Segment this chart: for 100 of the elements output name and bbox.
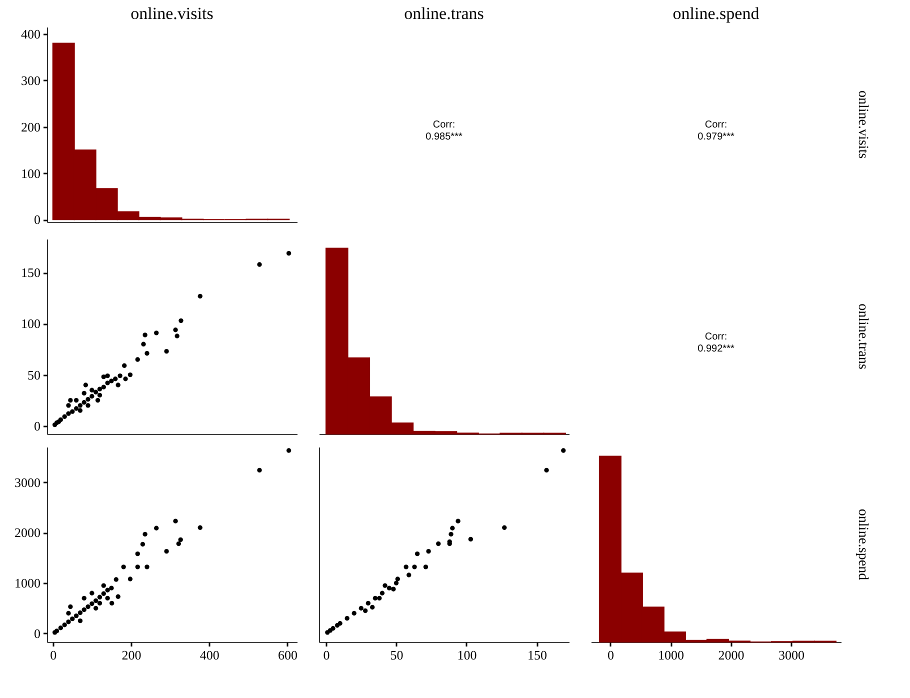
y-tick-label: 0 — [34, 212, 40, 228]
point — [140, 542, 146, 547]
point — [363, 608, 368, 614]
point — [74, 613, 79, 618]
text: online.visits — [855, 90, 870, 159]
point — [135, 357, 140, 362]
point — [105, 596, 110, 601]
x-tick-label: 3000 — [778, 648, 804, 662]
point — [97, 392, 102, 398]
point — [178, 537, 183, 542]
point — [82, 400, 86, 405]
x-tick-label: 1000 — [658, 648, 684, 662]
point — [109, 378, 114, 384]
point — [66, 620, 71, 624]
point — [101, 374, 106, 380]
point — [257, 468, 262, 473]
point — [70, 616, 75, 622]
point — [113, 376, 118, 382]
y2-axis-title: online.spend — [855, 508, 870, 580]
point — [370, 604, 375, 610]
point — [128, 576, 133, 582]
point — [164, 348, 169, 354]
point — [70, 409, 75, 414]
point — [142, 532, 148, 537]
point — [90, 394, 94, 399]
point — [391, 586, 396, 592]
point — [97, 600, 102, 606]
x-tick-label: 0 — [608, 648, 614, 662]
point — [114, 577, 118, 582]
point — [78, 610, 83, 616]
point — [82, 607, 86, 612]
point — [144, 351, 150, 356]
point — [198, 525, 202, 530]
x-tick-label: 100 — [457, 648, 477, 662]
x-tick-label: 2000 — [718, 648, 744, 662]
point — [68, 398, 73, 403]
y-tick-label: 0 — [34, 626, 40, 641]
point — [456, 518, 460, 524]
x-tick-label: 600 — [278, 648, 298, 662]
x-tick-label: 200 — [122, 648, 142, 662]
point — [93, 390, 98, 394]
point — [122, 363, 127, 368]
point — [412, 564, 417, 570]
point — [105, 588, 110, 592]
point — [330, 626, 336, 631]
point — [90, 601, 94, 606]
point — [101, 591, 106, 596]
point — [406, 572, 412, 578]
x-tick-label: 50 — [390, 648, 404, 662]
y-tick-label: 150 — [21, 265, 40, 280]
point — [142, 332, 148, 338]
point — [544, 468, 549, 473]
x-tick-label: 400 — [200, 648, 220, 662]
point — [154, 330, 159, 336]
point — [105, 380, 110, 386]
point — [78, 408, 83, 413]
point — [105, 373, 110, 378]
point — [82, 596, 86, 601]
point — [86, 403, 90, 408]
point — [109, 586, 114, 590]
point — [86, 396, 90, 402]
point — [82, 390, 86, 396]
point — [366, 600, 370, 606]
point — [97, 386, 102, 392]
point — [448, 532, 454, 537]
y-tick-label: 100 — [21, 166, 40, 181]
point — [178, 318, 184, 324]
point — [502, 525, 507, 530]
text: Corr: 0.979*** — [698, 120, 734, 142]
y-tick-label: 200 — [21, 119, 40, 134]
x-tick-label: 150 — [527, 648, 547, 662]
point — [414, 551, 420, 556]
y-tick-label: 3000 — [14, 474, 40, 490]
point — [66, 403, 71, 408]
point — [173, 328, 178, 332]
point — [423, 564, 428, 570]
point — [164, 548, 169, 554]
y-tick-label: 2000 — [14, 525, 40, 540]
point — [426, 548, 431, 554]
point — [123, 376, 128, 382]
point — [135, 551, 140, 556]
point — [93, 606, 98, 611]
point — [78, 618, 83, 624]
point — [380, 590, 385, 596]
point — [144, 564, 150, 570]
point — [135, 564, 140, 570]
point — [95, 398, 100, 403]
text: online.trans — [855, 304, 870, 370]
point — [78, 403, 83, 408]
point — [394, 580, 399, 586]
point — [93, 598, 98, 604]
text: online.spend — [672, 4, 760, 23]
y-tick-label: 0 — [34, 418, 40, 434]
point — [141, 342, 146, 346]
point — [561, 448, 566, 453]
point — [68, 604, 73, 610]
chart-title: online.visits — [130, 4, 214, 23]
point — [358, 606, 364, 611]
point — [101, 583, 106, 588]
point — [58, 626, 64, 630]
